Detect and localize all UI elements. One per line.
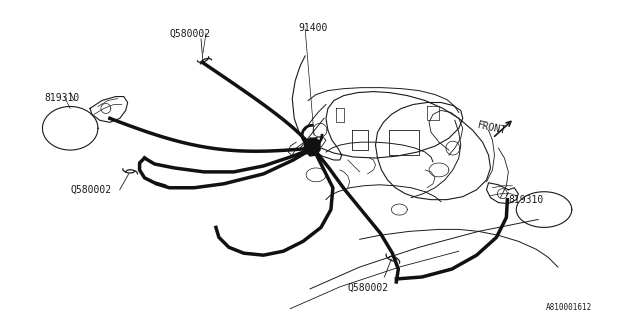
Text: FRONT: FRONT [477,120,508,136]
Text: Q580002: Q580002 [170,29,211,39]
Text: 819310: 819310 [44,92,79,103]
Text: 91400: 91400 [298,23,328,33]
Text: Q580002: Q580002 [348,283,389,293]
Text: Q580002: Q580002 [70,185,111,195]
Polygon shape [304,138,320,156]
Text: A810001612: A810001612 [546,303,592,312]
Text: 819310: 819310 [508,195,543,205]
